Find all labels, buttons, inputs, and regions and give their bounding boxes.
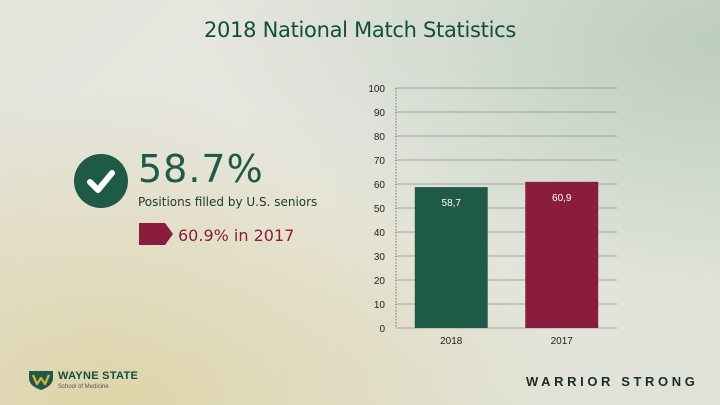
wayne-state-logo: WAYNE STATE School of Medicine (28, 369, 138, 391)
bar-value-labels: 58,7 60,9 (442, 193, 572, 209)
y-tick-label: 40 (374, 228, 386, 239)
bar-value-label: 60,9 (552, 193, 572, 204)
y-tick-label: 50 (374, 204, 386, 215)
tagline: WARRIOR STRONG (526, 374, 699, 389)
highlight-value: 58.7% (138, 147, 264, 191)
y-tick-label: 10 (374, 300, 386, 311)
page-title: 2018 National Match Statistics (203, 18, 517, 42)
logo-name: WAYNE STATE (58, 369, 139, 382)
x-tick-label: 2018 (440, 336, 463, 347)
y-tick-label: 0 (379, 324, 385, 335)
checkmark-icon (74, 154, 128, 208)
tag-arrow-icon (139, 223, 173, 245)
x-tick-label: 2017 (551, 336, 574, 347)
previous-year-value: 60.9% in 2017 (178, 226, 295, 245)
y-tick-label: 20 (374, 276, 386, 287)
y-tick-label: 90 (374, 108, 386, 119)
y-axis-ticks: 0 10 20 30 40 50 60 70 80 90 100 (368, 84, 385, 335)
y-tick-label: 60 (374, 180, 386, 191)
y-tick-label: 100 (368, 84, 385, 95)
y-tick-label: 80 (374, 132, 386, 143)
bar (414, 187, 488, 328)
bar-chart: 0 10 20 30 40 50 60 70 80 90 100 58,7 60,9 2018 2017 (368, 84, 617, 347)
bars (414, 181, 599, 328)
logo-subtitle: School of Medicine (58, 383, 109, 390)
bar-value-label: 58,7 (442, 198, 462, 209)
bar (525, 181, 599, 328)
y-tick-label: 70 (374, 156, 386, 167)
highlight-caption: Positions filled by U.S. seniors (138, 195, 318, 209)
x-axis-ticks: 2018 2017 (440, 336, 573, 347)
y-tick-label: 30 (374, 252, 386, 263)
shield-w-icon (29, 371, 53, 390)
